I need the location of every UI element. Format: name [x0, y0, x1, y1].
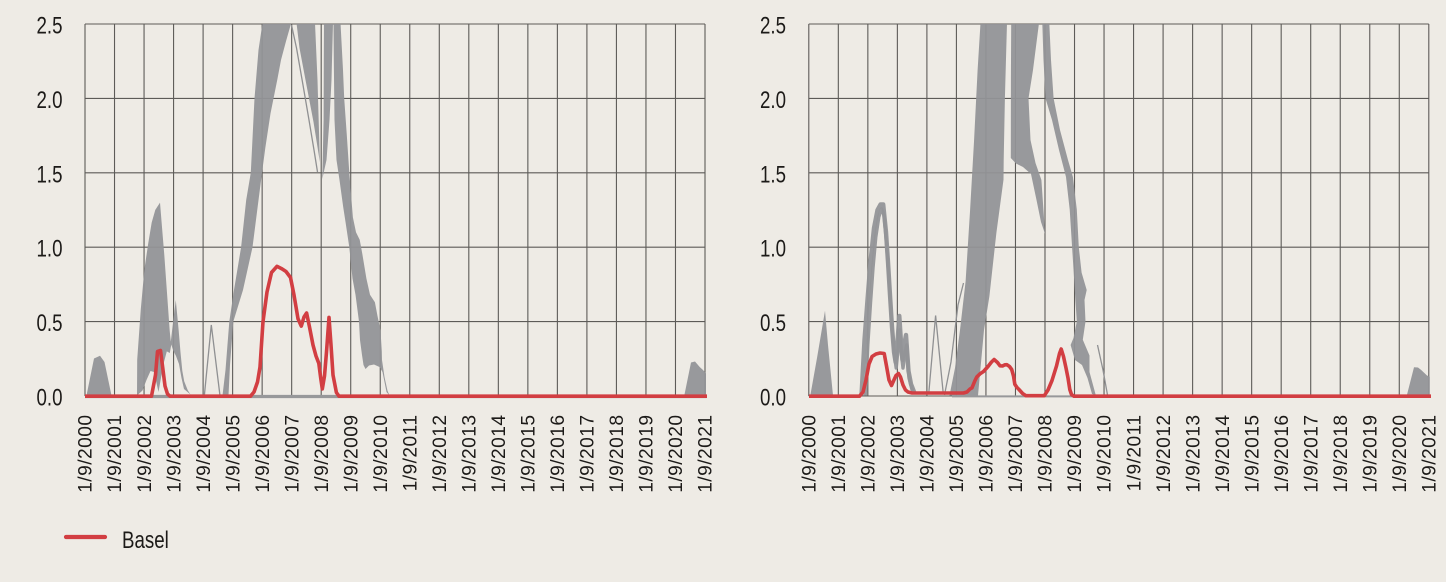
- svg-text:1/9/2017: 1/9/2017: [578, 415, 599, 493]
- svg-text:0.0: 0.0: [760, 384, 786, 411]
- svg-text:1/9/2002: 1/9/2002: [859, 415, 880, 493]
- svg-text:1/9/2012: 1/9/2012: [430, 415, 451, 493]
- svg-text:1/9/2021: 1/9/2021: [1420, 415, 1441, 493]
- svg-text:1/9/2019: 1/9/2019: [637, 415, 658, 493]
- svg-text:1/9/2010: 1/9/2010: [1095, 415, 1116, 493]
- svg-text:1/9/2013: 1/9/2013: [460, 415, 481, 493]
- svg-text:1/9/2020: 1/9/2020: [666, 415, 687, 493]
- svg-text:1.5: 1.5: [760, 161, 786, 188]
- svg-text:1.0: 1.0: [36, 236, 62, 263]
- svg-text:1/9/2016: 1/9/2016: [1272, 415, 1293, 493]
- svg-text:1/9/2003: 1/9/2003: [164, 415, 185, 493]
- svg-text:1.0: 1.0: [760, 236, 786, 263]
- svg-text:0.5: 0.5: [760, 310, 786, 337]
- svg-text:1/9/2001: 1/9/2001: [105, 415, 126, 493]
- svg-text:2.5: 2.5: [36, 12, 62, 39]
- svg-text:1/9/2012: 1/9/2012: [1154, 415, 1175, 493]
- svg-text:1/9/2021: 1/9/2021: [696, 415, 717, 493]
- svg-text:0.0: 0.0: [36, 384, 62, 411]
- svg-text:1/9/2005: 1/9/2005: [947, 415, 968, 493]
- svg-text:1/9/2001: 1/9/2001: [829, 415, 850, 493]
- svg-text:1/9/2007: 1/9/2007: [282, 415, 303, 493]
- svg-text:1/9/2014: 1/9/2014: [1213, 415, 1234, 493]
- svg-text:1/9/2000: 1/9/2000: [76, 415, 97, 493]
- svg-text:2.5: 2.5: [760, 12, 786, 39]
- svg-text:2.0: 2.0: [760, 87, 786, 114]
- svg-text:1/9/2000: 1/9/2000: [800, 415, 821, 493]
- svg-text:1/9/2009: 1/9/2009: [1065, 415, 1086, 493]
- svg-text:1/9/2015: 1/9/2015: [1242, 415, 1263, 493]
- svg-text:1/9/2018: 1/9/2018: [607, 415, 628, 493]
- svg-text:1/9/2005: 1/9/2005: [223, 415, 244, 493]
- svg-text:2.0: 2.0: [36, 87, 62, 114]
- svg-text:1/9/2014: 1/9/2014: [489, 415, 510, 493]
- svg-text:1/9/2019: 1/9/2019: [1360, 415, 1381, 493]
- svg-text:1/9/2004: 1/9/2004: [194, 415, 215, 493]
- svg-text:1/9/2008: 1/9/2008: [312, 415, 333, 493]
- svg-text:0.5: 0.5: [36, 310, 62, 337]
- svg-text:1/9/2004: 1/9/2004: [918, 415, 939, 493]
- svg-text:1/9/2002: 1/9/2002: [135, 415, 156, 493]
- svg-text:1/9/2009: 1/9/2009: [341, 415, 362, 493]
- svg-text:1/9/2006: 1/9/2006: [977, 415, 998, 493]
- svg-text:1/9/2015: 1/9/2015: [519, 415, 540, 493]
- svg-text:1/9/2006: 1/9/2006: [253, 415, 274, 493]
- svg-text:1/9/2010: 1/9/2010: [371, 415, 392, 493]
- svg-text:1/9/2011: 1/9/2011: [1124, 415, 1145, 492]
- svg-text:1/9/2011: 1/9/2011: [400, 415, 421, 492]
- svg-text:1/9/2013: 1/9/2013: [1183, 415, 1204, 493]
- svg-text:1/9/2016: 1/9/2016: [548, 415, 569, 493]
- svg-text:1/9/2007: 1/9/2007: [1006, 414, 1027, 492]
- svg-text:Basel: Basel: [122, 527, 169, 554]
- svg-text:1/9/2003: 1/9/2003: [888, 415, 909, 493]
- svg-text:1/9/2020: 1/9/2020: [1390, 415, 1411, 493]
- svg-text:1/9/2018: 1/9/2018: [1331, 415, 1352, 493]
- svg-text:1/9/2008: 1/9/2008: [1036, 415, 1057, 493]
- svg-text:1.5: 1.5: [36, 161, 62, 188]
- svg-text:1/9/2017: 1/9/2017: [1301, 415, 1322, 493]
